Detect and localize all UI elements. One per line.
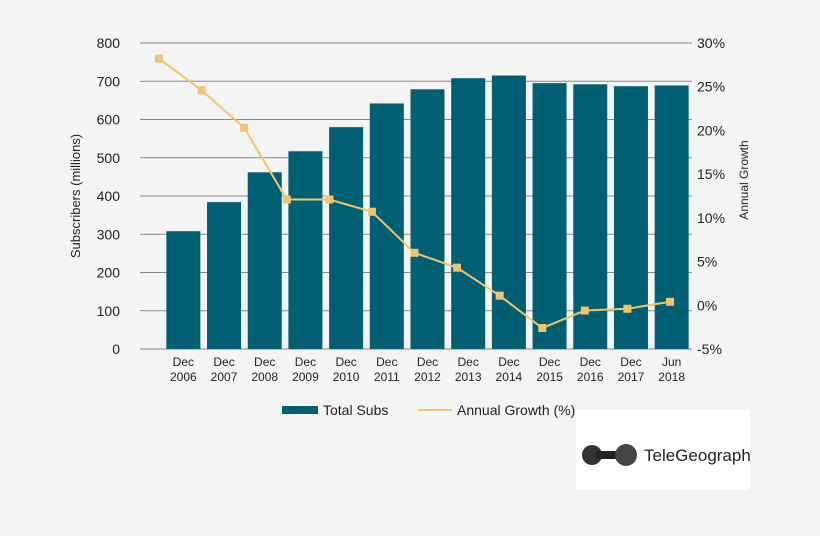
x-tick-label: Dec bbox=[335, 355, 356, 369]
left-tick-label: 100 bbox=[97, 303, 121, 319]
y-axis-label: Subscribers (millions) bbox=[68, 134, 83, 258]
globe-icon bbox=[615, 444, 637, 466]
bar bbox=[166, 231, 201, 349]
left-tick-label: 600 bbox=[97, 112, 121, 128]
x-tick-label: 2017 bbox=[618, 370, 645, 384]
x-tick-label: 2008 bbox=[251, 370, 278, 384]
x-tick-label: 2009 bbox=[292, 370, 319, 384]
bar bbox=[247, 172, 282, 349]
growth-point bbox=[580, 306, 589, 315]
right-tick-label: -5% bbox=[697, 341, 722, 357]
growth-point bbox=[155, 54, 163, 63]
x-tick-label: Dec bbox=[173, 355, 194, 369]
growth-point bbox=[410, 248, 419, 257]
x-tick-label: Dec bbox=[295, 355, 316, 369]
legend-label-total-subs: Total Subs bbox=[323, 402, 388, 418]
growth-point bbox=[453, 263, 462, 272]
right-tick-label: 20% bbox=[697, 122, 725, 138]
x-tick-label: 2010 bbox=[333, 370, 360, 384]
left-tick-label: 0 bbox=[112, 341, 120, 357]
phone-earpiece-icon bbox=[582, 445, 602, 465]
x-tick-label: 2013 bbox=[455, 370, 482, 384]
bar bbox=[288, 151, 323, 349]
x-tick-label: 2007 bbox=[211, 370, 238, 384]
growth-point bbox=[495, 291, 504, 300]
x-tick-label: 2018 bbox=[658, 370, 685, 384]
growth-point bbox=[282, 195, 291, 204]
x-tick-label: 2015 bbox=[536, 370, 563, 384]
y2-axis-label: Annual Growth bbox=[737, 140, 751, 219]
x-tick-label: 2016 bbox=[577, 370, 604, 384]
growth-point bbox=[197, 86, 206, 95]
left-tick-label: 400 bbox=[97, 188, 121, 204]
growth-point bbox=[666, 297, 674, 306]
bar bbox=[410, 89, 445, 349]
x-tick-label: Dec bbox=[498, 355, 519, 369]
bar bbox=[573, 84, 608, 349]
x-tick-label: Dec bbox=[539, 355, 560, 369]
bar bbox=[329, 127, 364, 350]
x-tick-label: Dec bbox=[254, 355, 275, 369]
left-tick-label: 500 bbox=[97, 150, 121, 166]
left-tick-label: 800 bbox=[97, 35, 121, 51]
right-tick-label: 25% bbox=[697, 79, 725, 95]
right-tick-label: 30% bbox=[697, 35, 725, 51]
x-tick-label: Dec bbox=[417, 355, 438, 369]
left-tick-label: 700 bbox=[97, 73, 121, 89]
x-tick-label: 2012 bbox=[414, 370, 441, 384]
x-tick-label: Dec bbox=[580, 355, 601, 369]
right-tick-label: 15% bbox=[697, 166, 725, 182]
legend-label-annual-growth: Annual Growth (%) bbox=[457, 402, 575, 418]
right-tick-label: 0% bbox=[697, 297, 717, 313]
legend-swatch-total-subs bbox=[282, 406, 318, 414]
growth-point bbox=[367, 207, 376, 216]
bar bbox=[207, 202, 242, 349]
left-tick-label: 200 bbox=[97, 265, 121, 281]
x-tick-label: Dec bbox=[620, 355, 641, 369]
telegeography-logo: TeleGeography bbox=[576, 410, 760, 490]
bar bbox=[532, 83, 567, 349]
x-tick-label: 2011 bbox=[374, 370, 400, 384]
bar bbox=[654, 85, 689, 350]
logo-text: TeleGeography bbox=[644, 446, 750, 465]
right-tick-label: 10% bbox=[697, 210, 725, 226]
x-tick-label: Dec bbox=[213, 355, 234, 369]
x-tick-label: Dec bbox=[376, 355, 397, 369]
x-tick-label: 2014 bbox=[496, 370, 523, 384]
growth-point bbox=[325, 195, 334, 204]
x-tick-label: 2006 bbox=[170, 370, 197, 384]
left-tick-label: 300 bbox=[97, 226, 121, 242]
right-tick-label: 5% bbox=[697, 254, 717, 270]
bar bbox=[491, 75, 526, 349]
growth-point bbox=[538, 324, 547, 333]
bar bbox=[451, 78, 486, 349]
growth-point bbox=[240, 123, 249, 132]
x-tick-label: Jun bbox=[662, 355, 681, 369]
growth-point bbox=[623, 304, 632, 313]
x-tick-label: Dec bbox=[458, 355, 479, 369]
